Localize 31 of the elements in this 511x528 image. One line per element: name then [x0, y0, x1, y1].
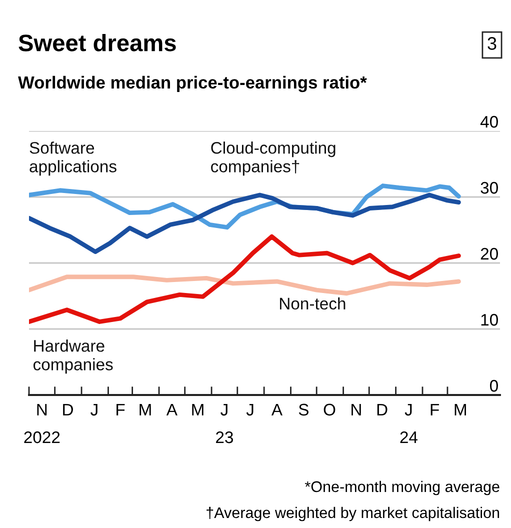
y-tick-label: 0 — [490, 380, 498, 392]
series-label: Hardware companies — [33, 340, 113, 374]
chart-title: Sweet dreams — [18, 34, 176, 52]
series-label: Non-tech — [280, 297, 346, 310]
y-tick-label: 10 — [481, 314, 498, 326]
x-tick-label: J — [246, 404, 254, 416]
y-tick-label: 40 — [480, 116, 498, 128]
x-tick-label: A — [166, 404, 178, 416]
x-tick-label: J — [90, 404, 98, 416]
x-tick-label: M — [192, 404, 204, 416]
series-label: Cloud-computing companies† — [211, 142, 336, 176]
x-tick-label: S — [298, 404, 308, 416]
x-tick-label: D — [63, 404, 73, 416]
x-tick-label: M — [140, 404, 151, 416]
text: 3 — [488, 37, 496, 50]
text: *One-month moving average — [304, 480, 500, 496]
x-tick-label: D — [377, 404, 388, 416]
x-tick-label: N — [352, 404, 361, 416]
x-tick-label: A — [271, 404, 283, 416]
x-tick-label: F — [116, 404, 125, 416]
y-tick-label: 20 — [480, 248, 498, 260]
x-tick-label: J 24 — [400, 404, 418, 444]
x-tick-label: O — [324, 404, 336, 416]
x-tick-label: M — [454, 404, 466, 416]
series-label: Software applications — [30, 142, 116, 176]
y-tick-label: 30 — [480, 182, 498, 194]
chart-subtitle: Worldwide median price-to-earnings ratio* — [18, 76, 367, 92]
text: †Average weighted by market capitalisation — [206, 506, 500, 522]
x-tick-label: J 23 — [216, 404, 233, 444]
x-tick-label: F — [430, 404, 439, 416]
x-tick-label: N 2022 — [24, 404, 60, 444]
